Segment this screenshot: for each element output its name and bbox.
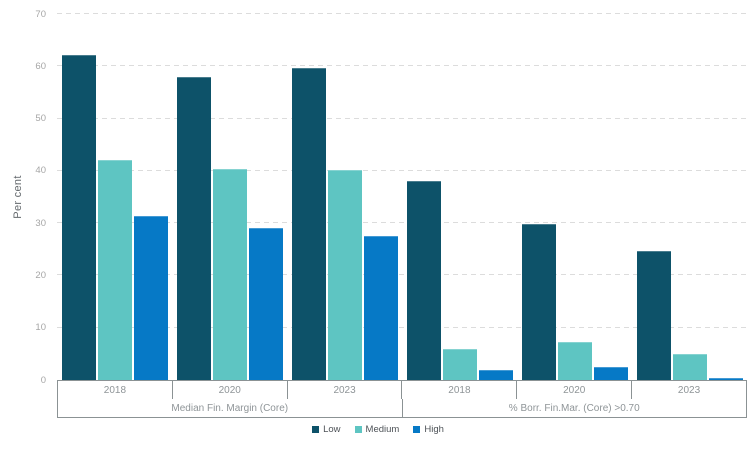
x-axis-box: 2018 2020 2023 2018 2020 2023 Median Fin. Mar…	[57, 380, 747, 418]
group-label-2: % Borr. Fin.Mar. (Core) >0.70	[508, 402, 640, 414]
y-tick-label-70: 70	[35, 8, 46, 20]
year-label-group2-2023: 2023	[677, 384, 701, 396]
x-axis-years-row: 2018 2020 2023 2018 2020 2023	[58, 381, 746, 399]
bar-medium-group1-2023	[327, 169, 362, 380]
y-tick-label-0: 0	[40, 374, 46, 386]
legend-item-high: High	[413, 424, 444, 435]
bar-medium-group1-2018	[97, 160, 132, 380]
bar-low-group2-2023	[636, 251, 671, 380]
gridline-70	[57, 13, 747, 14]
year-label-group1-2018: 2018	[58, 381, 173, 399]
y-tick-label-10: 10	[35, 322, 46, 334]
plot-area	[57, 13, 747, 380]
legend-marker-low-icon	[312, 425, 320, 433]
legend: Low Medium High	[0, 421, 756, 437]
bar-cluster-group2-2023	[632, 14, 747, 380]
bar-high-group2-2020	[593, 366, 628, 380]
year-label-group2-2018: 2018	[402, 381, 518, 399]
bar-cluster-group2-2020	[517, 14, 632, 380]
bar-medium-group2-2020	[557, 342, 592, 380]
y-axis-ticks: 0 10 20 30 40 50 60 70	[0, 0, 46, 420]
year-label-group1-2020: 2020	[173, 381, 288, 399]
bar-high-group1-2023	[363, 235, 398, 380]
legend-marker-medium-icon	[354, 425, 362, 433]
bar-high-group2-2018	[478, 369, 513, 380]
y-tick-label-40: 40	[35, 165, 46, 177]
bar-medium-group1-2020	[212, 168, 247, 380]
gridline-20	[57, 274, 747, 276]
gridline-50	[57, 117, 747, 119]
bar-medium-group2-2018	[442, 348, 477, 380]
group-label-1: Median Fin. Margin (Core)	[58, 399, 403, 417]
year-label-group2-2020: 2020	[517, 381, 633, 399]
bar-low-group2-2018	[406, 181, 441, 380]
gridline-60	[57, 65, 747, 67]
legend-item-medium: Medium	[354, 423, 400, 435]
bar-cluster-group1-2018	[57, 14, 172, 380]
bar-medium-group2-2023	[672, 353, 707, 380]
y-tick-label-60: 60	[35, 60, 46, 72]
bar-high-group1-2018	[133, 215, 168, 380]
bar-high-group1-2020	[248, 227, 283, 380]
y-tick-label-30: 30	[35, 217, 46, 229]
legend-label-medium: Medium	[365, 423, 400, 435]
bar-cluster-group1-2020	[172, 14, 287, 380]
bar-cluster-group1-2023	[287, 14, 402, 380]
bar-low-group1-2020	[176, 76, 211, 380]
bar-low-group1-2018	[61, 54, 96, 380]
year-label-group1-2023: 2023	[288, 381, 403, 399]
bar-cluster-group2-2018	[402, 14, 517, 380]
gridline-10	[57, 326, 747, 328]
x-axis-groups-row: Median Fin. Margin (Core) % Borr. Fin.Mar…	[58, 399, 746, 417]
legend-item-low: Low	[312, 423, 341, 435]
legend-marker-high-icon	[413, 425, 421, 433]
bar-high-group2-2023	[708, 377, 743, 380]
y-tick-label-50: 50	[35, 113, 46, 125]
legend-label-high: High	[424, 423, 444, 435]
gridline-30	[57, 222, 747, 224]
bar-low-group2-2020	[521, 224, 556, 380]
y-tick-label-20: 20	[35, 269, 46, 281]
legend-label-low: Low	[323, 423, 341, 435]
gridline-40	[57, 169, 747, 171]
bar-low-group1-2023	[291, 68, 326, 380]
